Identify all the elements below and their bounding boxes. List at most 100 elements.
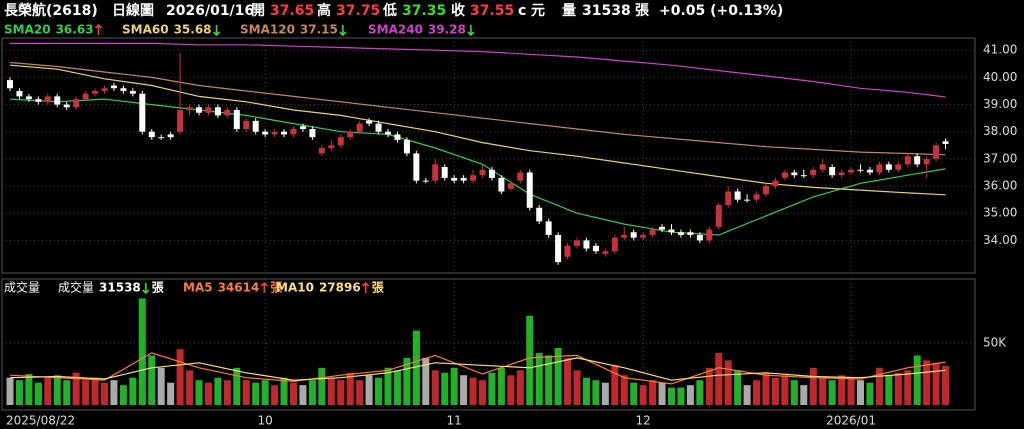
volume-bar [790,380,798,405]
volume-bar [138,298,146,405]
legend-name: MA10 [276,281,314,295]
volume-bar [507,375,515,405]
y-tick-label: 34.00 [983,233,1017,247]
candle-body [725,191,732,206]
volume-bar [214,377,222,405]
stock-name: 長榮航(2618) [4,2,98,19]
candle-body [25,96,32,100]
volume-bar [271,385,279,405]
candle-body [158,137,165,139]
trend-arrow [142,283,150,295]
date: 2026/01/16 [166,3,254,19]
volume-bar [828,380,836,405]
volume-bar [497,367,505,405]
candle-body [271,131,278,135]
candle-body [895,164,902,170]
price-panel [1,37,976,274]
volume-bar [34,382,42,405]
field-value: 37.75 [336,3,380,19]
candle-body [914,156,921,165]
x-tick-label: 10 [258,414,273,428]
volume-bar [582,377,590,405]
candle-body [583,240,590,249]
candle-body [422,180,429,182]
volume-bar [724,360,732,405]
candle-body [35,99,42,102]
volume-bar [450,367,458,405]
volume-bar [441,372,449,405]
volume-bar [611,365,619,405]
candle-body [356,123,363,132]
candle-body [403,139,410,154]
candle-body [763,186,769,195]
candle-body [347,131,354,138]
candle-body [781,172,788,178]
legend-value: 31538 [99,281,141,295]
legend-name: SMA20 [4,23,51,37]
candle-body [791,172,798,176]
volume-bar [384,367,392,405]
volume-bar [375,377,383,405]
candle-body [772,180,779,187]
candle-body [205,107,212,113]
candle-body [810,169,817,176]
volume-bar [44,377,52,405]
volume-bar [800,385,808,405]
volume-bar [942,365,950,405]
volume-bar [72,372,80,405]
candle-body [385,131,391,135]
candle-body [120,88,127,91]
volume-bar [403,357,411,405]
volume-bar [167,382,175,405]
volume-bar [771,377,779,405]
volume-bar [923,360,931,405]
candle-body [299,126,306,130]
candle-body [592,245,599,252]
y-tick-label: 50K [983,336,1007,350]
trend-arrow [212,25,221,37]
volume-bar [932,362,940,405]
volume-bar [148,355,156,405]
y-tick-label: 40.00 [983,70,1017,84]
volume-bar [346,372,354,405]
legend-value: 37.15 [300,23,338,37]
volume-bar [82,380,90,405]
volume-bar [479,380,486,405]
volume-bar [488,372,496,405]
header-volume: 31538 [582,3,631,19]
candle-body [224,109,231,116]
candle-body [366,120,373,124]
volume-bar [242,380,250,405]
candle-body [441,167,448,178]
volume-bar [280,377,288,405]
candle-body [734,191,741,200]
candle-body [696,234,703,241]
y-tick-label: 36.00 [983,179,1017,193]
candle-body [243,120,250,130]
volume-bar [762,372,770,405]
candle-body [640,234,647,238]
candle-body [923,158,930,165]
candle-body [16,90,23,97]
volume-ma-line [9,357,946,381]
volume-bar [857,380,864,405]
trend-arrow [362,281,370,293]
candle-body [73,99,80,108]
volume-bar [592,380,600,405]
volume-bar [6,377,14,405]
candle-body [677,232,684,235]
volume-bar [252,382,260,405]
trend-arrow [467,25,475,37]
candle-body [545,221,552,235]
candle-body [526,172,533,208]
candle-body [167,134,174,138]
volume-bar [63,380,71,405]
candle-body [668,229,675,233]
candle-body [611,237,618,252]
candle-body [7,80,13,89]
candle-body [177,109,184,132]
volume-bar [904,370,912,405]
volume-bar [696,380,704,405]
candle-body [63,104,70,108]
